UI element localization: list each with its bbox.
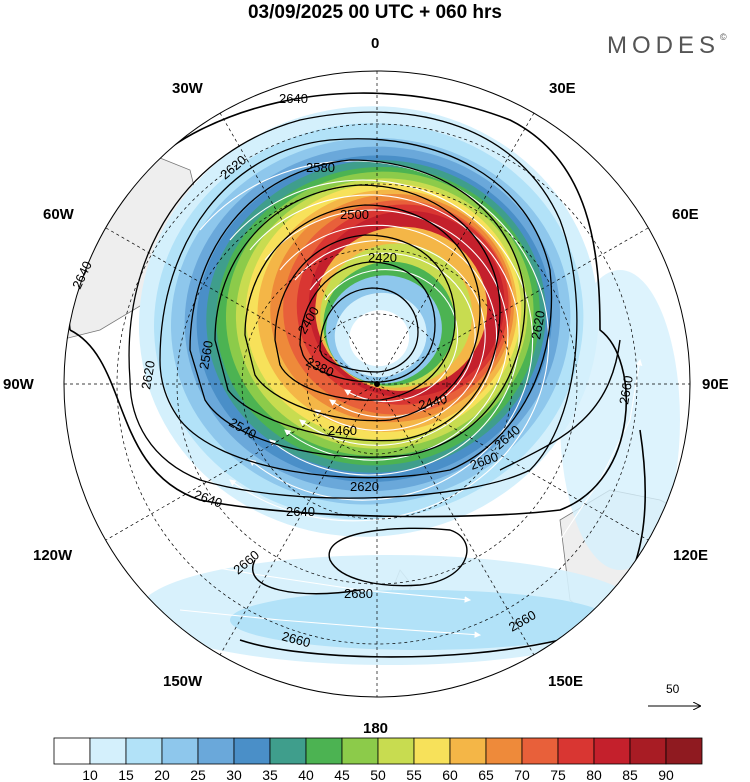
colorbar-swatch (593, 737, 631, 765)
jet-band-south-core (230, 590, 610, 650)
contour-label: 2620 (138, 359, 158, 390)
contour-label: 2460 (328, 423, 357, 438)
colorbar-tick-label: 50 (370, 767, 386, 782)
colorbar-swatch (125, 737, 163, 765)
colorbar-tick-label: 20 (154, 767, 170, 782)
colorbar-tick-label: 60 (442, 767, 458, 782)
lon-label-120e: 120E (673, 547, 708, 564)
lon-label-0: 0 (371, 35, 379, 52)
contour-label: 2660 (616, 374, 636, 405)
colorbar-swatch (53, 737, 91, 765)
map-boundary (63, 70, 691, 698)
colorbar-swatch (521, 737, 559, 765)
brand-name: MODES (607, 32, 721, 59)
lon-label-180: 180 (363, 720, 388, 737)
contour-label: 2500 (340, 207, 369, 222)
colorbar-tick-label: 55 (406, 767, 422, 782)
lon-label-150e: 150E (548, 673, 583, 690)
colorbar-swatch (305, 737, 343, 765)
colorbar-swatch (161, 737, 199, 765)
brand-logo: MODES© (607, 32, 727, 60)
lon-label-30e: 30E (549, 80, 576, 97)
contour-label: 2620 (350, 479, 379, 494)
colorbar-tick-label: 90 (658, 767, 674, 782)
contour-label: 2640 (279, 91, 308, 106)
colorbar-tick-label: 30 (226, 767, 242, 782)
colorbar-tick-label: 70 (514, 767, 530, 782)
colorbar-tick-label: 35 (262, 767, 278, 782)
brand-copyright-mark: © (720, 32, 727, 42)
colorbar-swatch (269, 737, 307, 765)
contour-label: 2680 (344, 586, 373, 601)
colorbar-swatch (665, 737, 703, 765)
colorbar-swatch (377, 737, 415, 765)
contour-label: 2660 (280, 628, 312, 650)
colorbar-tick-label: 85 (622, 767, 638, 782)
lon-label-150w: 150W (163, 673, 203, 690)
lon-label-90e: 90E (702, 376, 729, 393)
colorbar-tick-label: 10 (82, 767, 98, 782)
contour-label: 2560 (196, 339, 216, 370)
colorbar-tick-label: 80 (586, 767, 602, 782)
lon-label-120w: 120W (33, 547, 73, 564)
colorbar-swatch (233, 737, 271, 765)
lon-label-60e: 60E (672, 206, 699, 223)
colorbar-swatch (413, 737, 451, 765)
wind-speed-field (64, 71, 690, 697)
colorbar-tick-label: 75 (550, 767, 566, 782)
contour-label: 2640 (286, 504, 315, 519)
streamlines (169, 160, 643, 638)
colorbar-swatch (557, 737, 595, 765)
colorbar-tick-label: 45 (334, 767, 350, 782)
colorbar-tick-label: 40 (298, 767, 314, 782)
reference-vector-label: 50 (666, 682, 680, 696)
colorbar-swatch (449, 737, 487, 765)
contour-label: 2620 (528, 309, 548, 340)
colorbar-swatch (341, 737, 379, 765)
south-pole-marker (374, 381, 380, 387)
colorbar-swatch (197, 737, 235, 765)
colorbar-tick-label: 15 (118, 767, 134, 782)
lon-label-60w: 60W (43, 206, 75, 223)
colorbar: 10 15 20 25 30 35 40 45 50 55 60 65 70 75 80 85 90 (53, 737, 703, 782)
colorbar-tick-label: 65 (478, 767, 494, 782)
colorbar-swatch (89, 737, 127, 765)
colorbar-swatch (629, 737, 667, 765)
lon-label-30w: 30W (172, 80, 204, 97)
contour-label: 2440 (417, 391, 449, 413)
longitude-labels: 0 30E 60E 90E 120E 150E 180 150W 120W 90… (3, 35, 729, 737)
contour-label: 2420 (368, 250, 397, 265)
map-title: 03/09/2025 00 UTC + 060 hrs (247, 2, 503, 23)
colorbar-swatch (485, 737, 523, 765)
contour-label: 2580 (306, 160, 335, 175)
lon-label-90w: 90W (3, 376, 35, 393)
reference-vector: 50 (648, 682, 700, 706)
colorbar-tick-label: 25 (190, 767, 206, 782)
